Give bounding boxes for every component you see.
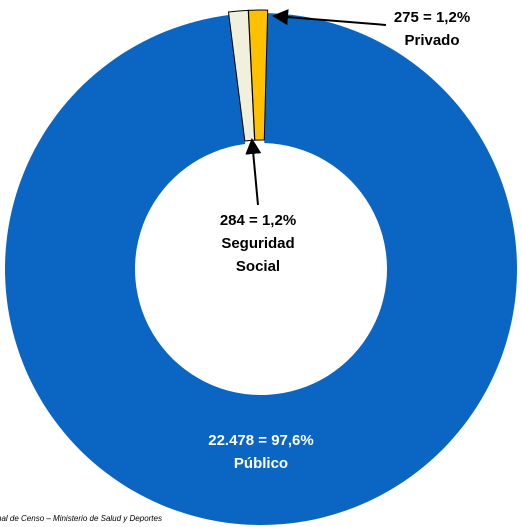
label-privado: 275 = 1,2% Privado xyxy=(372,6,492,52)
label-publico: 22.478 = 97,6% Público xyxy=(181,429,341,475)
slice xyxy=(4,13,517,525)
label-seguridad: 284 = 1,2% Seguridad Social xyxy=(203,209,313,278)
category-label: Público xyxy=(233,455,289,472)
category-label: Seguridad Social xyxy=(221,235,295,275)
category-label: Privado xyxy=(404,32,460,49)
value-label: 22.478 = 97,6% xyxy=(208,432,314,449)
value-label: 275 = 1,2% xyxy=(393,9,471,26)
arrow xyxy=(272,9,387,26)
slices xyxy=(4,9,517,525)
value-label: 284 = 1,2% xyxy=(219,212,297,229)
arrow xyxy=(245,138,262,206)
source-note: nal de Censo – Ministerio de Salud y Dep… xyxy=(0,514,162,523)
